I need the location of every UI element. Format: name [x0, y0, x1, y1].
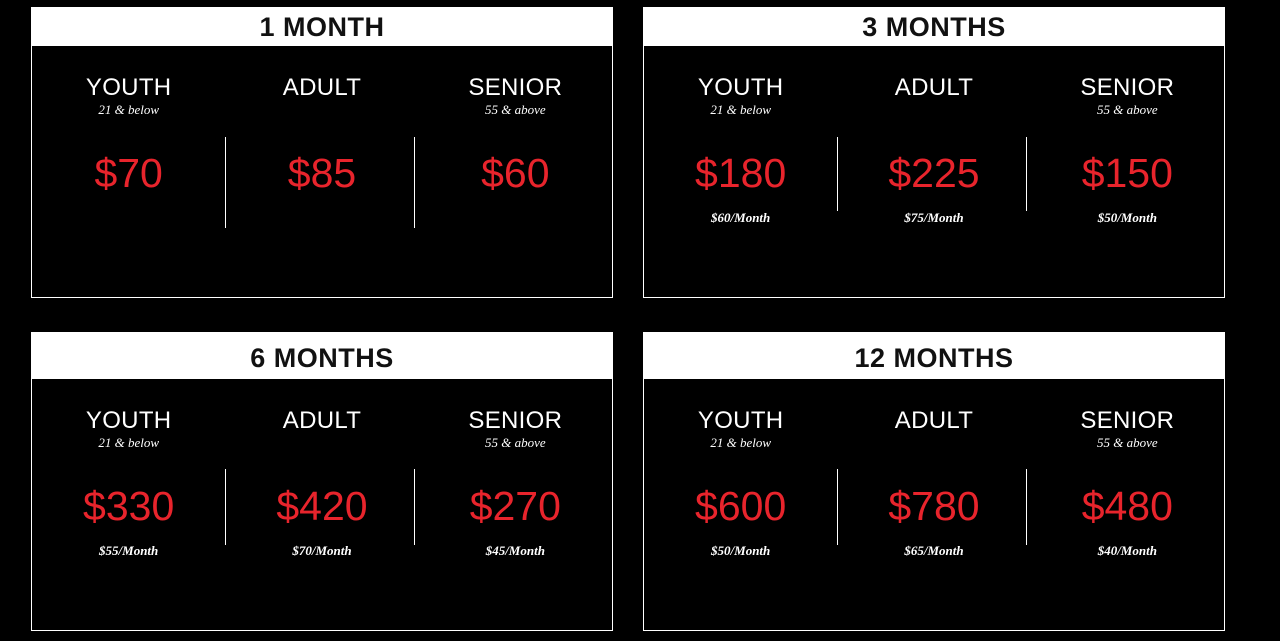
tier-name: YOUTH — [85, 407, 172, 434]
tier-age: 21 & below — [98, 435, 159, 450]
tier-youth: YOUTH 21 & below $180 $60/Month — [644, 46, 837, 297]
tier-name: ADULT — [894, 74, 974, 101]
plan-title: 1 MONTH — [32, 8, 612, 46]
tier-divider — [1026, 137, 1027, 211]
tier-price: $85 — [287, 150, 357, 196]
tier-monthly: $70/Month — [292, 543, 352, 558]
tier-name: YOUTH — [697, 407, 784, 434]
tier-age: 21 & below — [710, 435, 771, 450]
tier-name: ADULT — [282, 407, 362, 434]
tier-price: $70 — [94, 150, 163, 196]
tier-senior: SENIOR 55 & above $150 $50/Month — [1031, 46, 1224, 297]
tier-divider — [225, 469, 226, 545]
tier-youth: YOUTH 21 & below $70 — [32, 46, 225, 297]
tier-price: $480 — [1081, 483, 1173, 529]
tier-monthly: $65/Month — [904, 543, 964, 558]
tier-senior: SENIOR 55 & above $270 $45/Month — [419, 379, 612, 638]
tier-youth: YOUTH 21 & below $330 $55/Month — [32, 379, 225, 638]
plan-title: 12 MONTHS — [644, 333, 1224, 379]
tier-name: YOUTH — [697, 74, 784, 101]
tier-adult: ADULT $85 — [225, 46, 418, 297]
tier-age: 21 & below — [98, 102, 159, 117]
tier-divider — [837, 469, 838, 545]
tier-adult: ADULT $420 $70/Month — [225, 379, 418, 638]
tier-price: $225 — [888, 150, 980, 196]
tier-youth: YOUTH 21 & below $600 $50/Month — [644, 379, 837, 638]
tier-price: $420 — [276, 483, 368, 529]
tier-price: $330 — [83, 483, 175, 529]
tier-name: SENIOR — [468, 407, 563, 434]
tier-age: 55 & above — [484, 435, 546, 450]
tier-monthly: $50/Month — [711, 543, 771, 558]
tier-price: $60 — [481, 150, 550, 196]
tier-row: YOUTH 21 & below $600 $50/Month ADULT $7… — [644, 379, 1224, 638]
tier-price: $600 — [695, 483, 787, 529]
tier-divider — [414, 137, 415, 228]
plan-card-3-months: 3 MONTHS YOUTH 21 & below $180 $60/Month… — [643, 7, 1225, 298]
tier-monthly: $50/Month — [1097, 210, 1157, 225]
tier-name: SENIOR — [1080, 407, 1175, 434]
plan-card-1-month: 1 MONTH YOUTH 21 & below $70 ADULT $85 S… — [31, 7, 613, 298]
tier-price: $150 — [1081, 150, 1173, 196]
plan-card-6-months: 6 MONTHS YOUTH 21 & below $330 $55/Month… — [31, 332, 613, 631]
tier-divider — [225, 137, 226, 228]
tier-row: YOUTH 21 & below $330 $55/Month ADULT $4… — [32, 379, 612, 638]
tier-monthly: $75/Month — [904, 210, 964, 225]
tier-age: 21 & below — [710, 102, 771, 117]
tier-age: 55 & above — [1096, 435, 1158, 450]
tier-row: YOUTH 21 & below $180 $60/Month ADULT $2… — [644, 46, 1224, 297]
tier-adult: ADULT $225 $75/Month — [837, 46, 1030, 297]
tier-adult: ADULT $780 $65/Month — [837, 379, 1030, 638]
tier-monthly: $60/Month — [711, 210, 771, 225]
tier-divider — [1026, 469, 1027, 545]
tier-name: YOUTH — [85, 74, 172, 101]
plan-title: 6 MONTHS — [32, 333, 612, 379]
tier-name: ADULT — [894, 407, 974, 434]
tier-price: $180 — [695, 150, 787, 196]
tier-price: $270 — [469, 483, 561, 529]
tier-name: SENIOR — [468, 74, 563, 101]
tier-monthly: $45/Month — [485, 543, 545, 558]
tier-age: 55 & above — [1096, 102, 1158, 117]
tier-name: SENIOR — [1080, 74, 1175, 101]
tier-divider — [837, 137, 838, 211]
tier-price: $780 — [888, 483, 980, 529]
tier-senior: SENIOR 55 & above $60 — [419, 46, 612, 297]
tier-divider — [414, 469, 415, 545]
plan-card-12-months: 12 MONTHS YOUTH 21 & below $600 $50/Mont… — [643, 332, 1225, 631]
tier-monthly: $55/Month — [99, 543, 159, 558]
tier-name: ADULT — [282, 74, 362, 101]
tier-age: 55 & above — [484, 102, 546, 117]
tier-monthly: $40/Month — [1097, 543, 1157, 558]
plan-title: 3 MONTHS — [644, 8, 1224, 46]
tier-row: YOUTH 21 & below $70 ADULT $85 SENIOR 55… — [32, 46, 612, 297]
tier-senior: SENIOR 55 & above $480 $40/Month — [1031, 379, 1224, 638]
